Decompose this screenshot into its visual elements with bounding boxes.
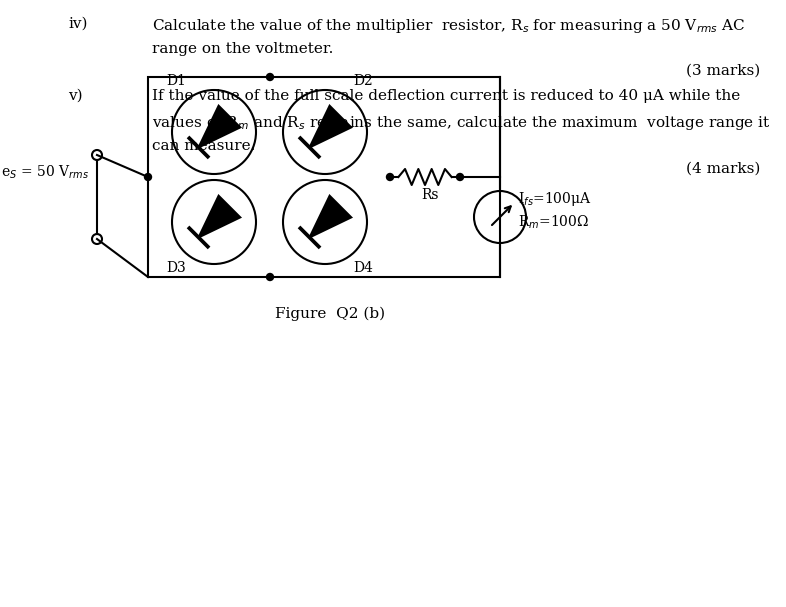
Text: iv): iv) (68, 17, 87, 31)
Circle shape (457, 174, 464, 180)
Bar (148, 77, 500, 277)
Polygon shape (310, 195, 351, 237)
Text: Figure  Q2 (b): Figure Q2 (b) (275, 307, 385, 321)
Text: D3: D3 (166, 261, 185, 275)
Polygon shape (310, 106, 351, 148)
Text: e$_S$ = 50 V$_{rms}$: e$_S$ = 50 V$_{rms}$ (1, 163, 89, 181)
Text: values of R$_m$ and R$_s$ remains the same, calculate the maximum  voltage range: values of R$_m$ and R$_s$ remains the sa… (152, 114, 771, 132)
Text: v): v) (68, 89, 83, 103)
Text: can measure.: can measure. (152, 139, 255, 153)
Text: I$_{fs}$=100μA: I$_{fs}$=100μA (518, 190, 592, 208)
Text: D4: D4 (353, 261, 373, 275)
Text: D1: D1 (166, 74, 186, 88)
Text: (3 marks): (3 marks) (685, 64, 760, 78)
Text: D2: D2 (353, 74, 373, 88)
Polygon shape (199, 195, 241, 237)
Text: If the value of the full scale deflection current is reduced to 40 μA while the: If the value of the full scale deflectio… (152, 89, 740, 103)
Text: Rs: Rs (421, 188, 439, 202)
Text: Calculate the value of the multiplier  resistor, R$_s$ for measuring a 50 V$_{rm: Calculate the value of the multiplier re… (152, 17, 745, 35)
Circle shape (266, 73, 274, 81)
Text: range on the voltmeter.: range on the voltmeter. (152, 42, 333, 56)
Circle shape (266, 274, 274, 280)
Circle shape (145, 174, 152, 180)
Text: (4 marks): (4 marks) (685, 162, 760, 176)
Circle shape (387, 174, 394, 180)
Polygon shape (199, 106, 241, 148)
Text: R$_m$=100Ω: R$_m$=100Ω (518, 214, 590, 231)
